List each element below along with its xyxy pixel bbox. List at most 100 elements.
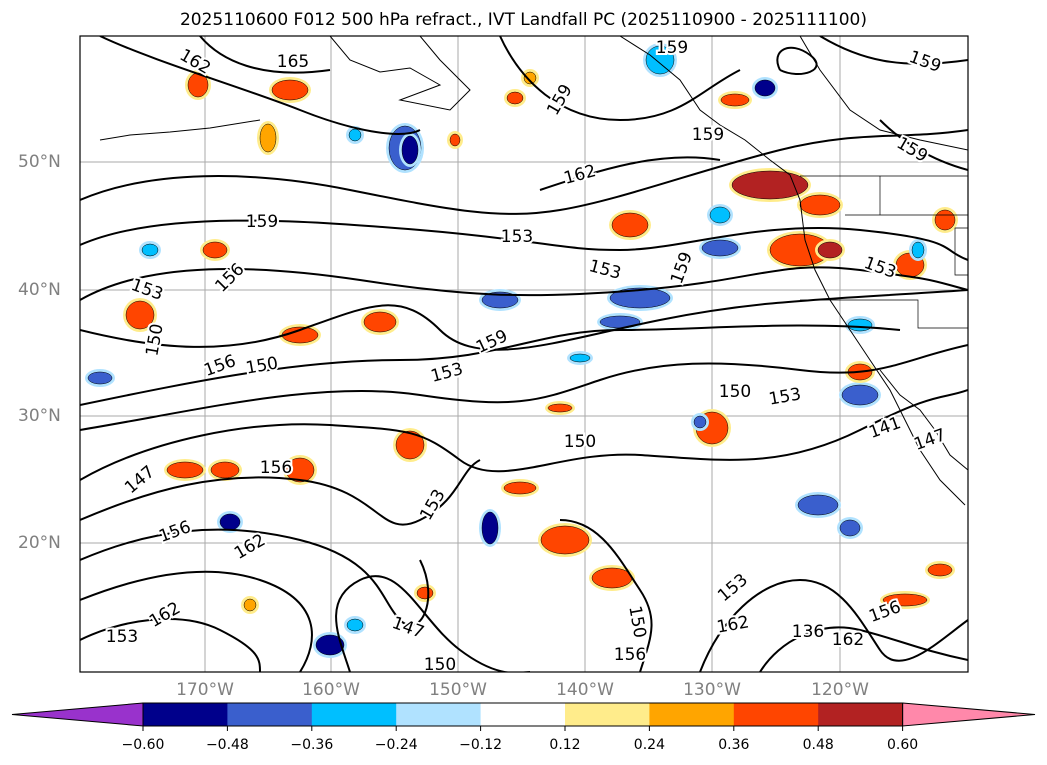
- contour-label: 156: [260, 458, 292, 478]
- ivt-anomaly-patch: [701, 239, 739, 257]
- colorbar-bin: [143, 703, 228, 726]
- lon-label: 130°W: [683, 680, 741, 700]
- contour-label: 156: [614, 645, 646, 665]
- ivt-anomaly-patch: [797, 494, 839, 516]
- ivt-anomaly-patch: [219, 513, 241, 531]
- colorbar-bin: [227, 703, 313, 726]
- contour-label: 159: [543, 81, 577, 119]
- colorbar-tick-label: 0.60: [887, 737, 919, 753]
- contour-line: [80, 389, 968, 481]
- ivt-anomaly-patch: [911, 241, 925, 259]
- ivt-anomaly-patch: [210, 461, 240, 479]
- contour-line: [199, 36, 331, 74]
- contour-line: [80, 266, 968, 301]
- lon-label: 170°W: [176, 680, 234, 700]
- contour-line: [80, 289, 968, 351]
- contour-label: 150: [564, 432, 596, 452]
- ivt-anomaly-patch: [693, 415, 707, 429]
- ivt-anomaly-patch: [927, 563, 953, 577]
- contour-line: [879, 119, 968, 171]
- contour-label: 159: [906, 47, 943, 77]
- ivt-anomaly-patch: [609, 287, 671, 309]
- contour-line: [80, 219, 968, 261]
- ivt-anomaly-patch: [817, 241, 843, 259]
- colorbar-tick-label: −0.48: [205, 737, 249, 753]
- contour-line: [819, 36, 968, 65]
- colorbar-bin: [649, 703, 735, 726]
- lat-label: 30°N: [18, 406, 61, 426]
- contour-label: 153: [106, 627, 138, 647]
- contour-label: 153: [587, 256, 624, 284]
- ivt-anomaly-patch: [709, 206, 731, 224]
- colorbar-tick-label: −0.60: [121, 737, 165, 753]
- colorbar-bin: [565, 703, 650, 726]
- colorbar-bin: [311, 703, 397, 726]
- contour-label: 150: [244, 353, 279, 378]
- ivt-shading: [85, 43, 958, 658]
- contour-label: 153: [714, 570, 752, 606]
- contour-label: 147: [911, 425, 948, 455]
- ivt-anomaly-patch: [401, 135, 419, 165]
- colorbar-tick-label: 0.36: [718, 737, 750, 753]
- lat-label: 50°N: [18, 152, 61, 172]
- contour-label: 159: [667, 249, 697, 286]
- contour-line: [99, 36, 421, 135]
- colorbar-bin: [396, 703, 482, 726]
- contour-label: 159: [692, 125, 724, 145]
- contour-label: 162: [832, 630, 864, 650]
- ivt-anomaly-patch: [839, 519, 861, 537]
- ivt-anomaly-patch: [481, 291, 519, 309]
- colorbar-frame: [142, 702, 904, 727]
- ivt-anomaly-patch: [591, 567, 633, 589]
- ivt-anomaly-patch: [202, 241, 228, 259]
- contour-label: 162: [146, 598, 184, 632]
- contour-label: 150: [719, 382, 751, 402]
- contour-line: [335, 575, 530, 672]
- ivt-anomaly-patch: [243, 598, 257, 612]
- ivt-anomaly-patch: [141, 243, 159, 257]
- ivt-anomaly-patch: [125, 300, 155, 330]
- contour-label: 162: [562, 161, 599, 189]
- colorbar-bin: [733, 703, 819, 726]
- contour-label: 153: [501, 227, 533, 247]
- contour-label: 153: [767, 384, 802, 409]
- contour-label: 150: [624, 604, 649, 639]
- ivt-anomaly-patch: [645, 45, 675, 75]
- lat-label: 20°N: [18, 533, 61, 553]
- ivt-anomaly-patch: [346, 618, 364, 632]
- contour-line: [699, 578, 968, 672]
- colorbar-tick-label: −0.24: [374, 737, 418, 753]
- colorbar-tick-label: 0.12: [549, 737, 581, 753]
- ivt-anomaly-patch: [540, 525, 590, 555]
- ivt-anomaly-patch: [363, 311, 397, 333]
- contour-line: [80, 344, 968, 431]
- colorbar: [11, 702, 1036, 731]
- lon-label: 140°W: [556, 680, 614, 700]
- ivt-anomaly-patch: [882, 593, 928, 607]
- contour-label: 162: [231, 530, 269, 564]
- lon-label: 120°W: [811, 680, 869, 700]
- contour-label: 156: [866, 597, 903, 627]
- ivt-anomaly-patch: [754, 79, 776, 97]
- refractivity-contours: [80, 36, 968, 672]
- ivt-anomaly-patch: [285, 457, 315, 483]
- lat-label: 40°N: [18, 280, 61, 300]
- ivt-anomaly-patch: [799, 194, 841, 216]
- contour-line: [80, 570, 313, 672]
- lon-label: 160°W: [302, 680, 360, 700]
- contour-line: [499, 36, 741, 122]
- contour-line: [80, 324, 901, 406]
- contour-line: [80, 459, 481, 526]
- colorbar-bin: [818, 703, 904, 726]
- ivt-anomaly-patch: [611, 212, 649, 238]
- contour-label: 136: [792, 622, 824, 642]
- contour-label: 159: [473, 326, 511, 358]
- map-frame: [79, 35, 969, 673]
- colorbar-bin: [480, 703, 566, 726]
- ivt-anomaly-patch: [315, 634, 345, 656]
- ivt-anomaly-patch: [547, 403, 573, 413]
- contour-label: 153: [429, 359, 466, 387]
- contour-line: [776, 46, 818, 75]
- contour-line: [80, 528, 430, 627]
